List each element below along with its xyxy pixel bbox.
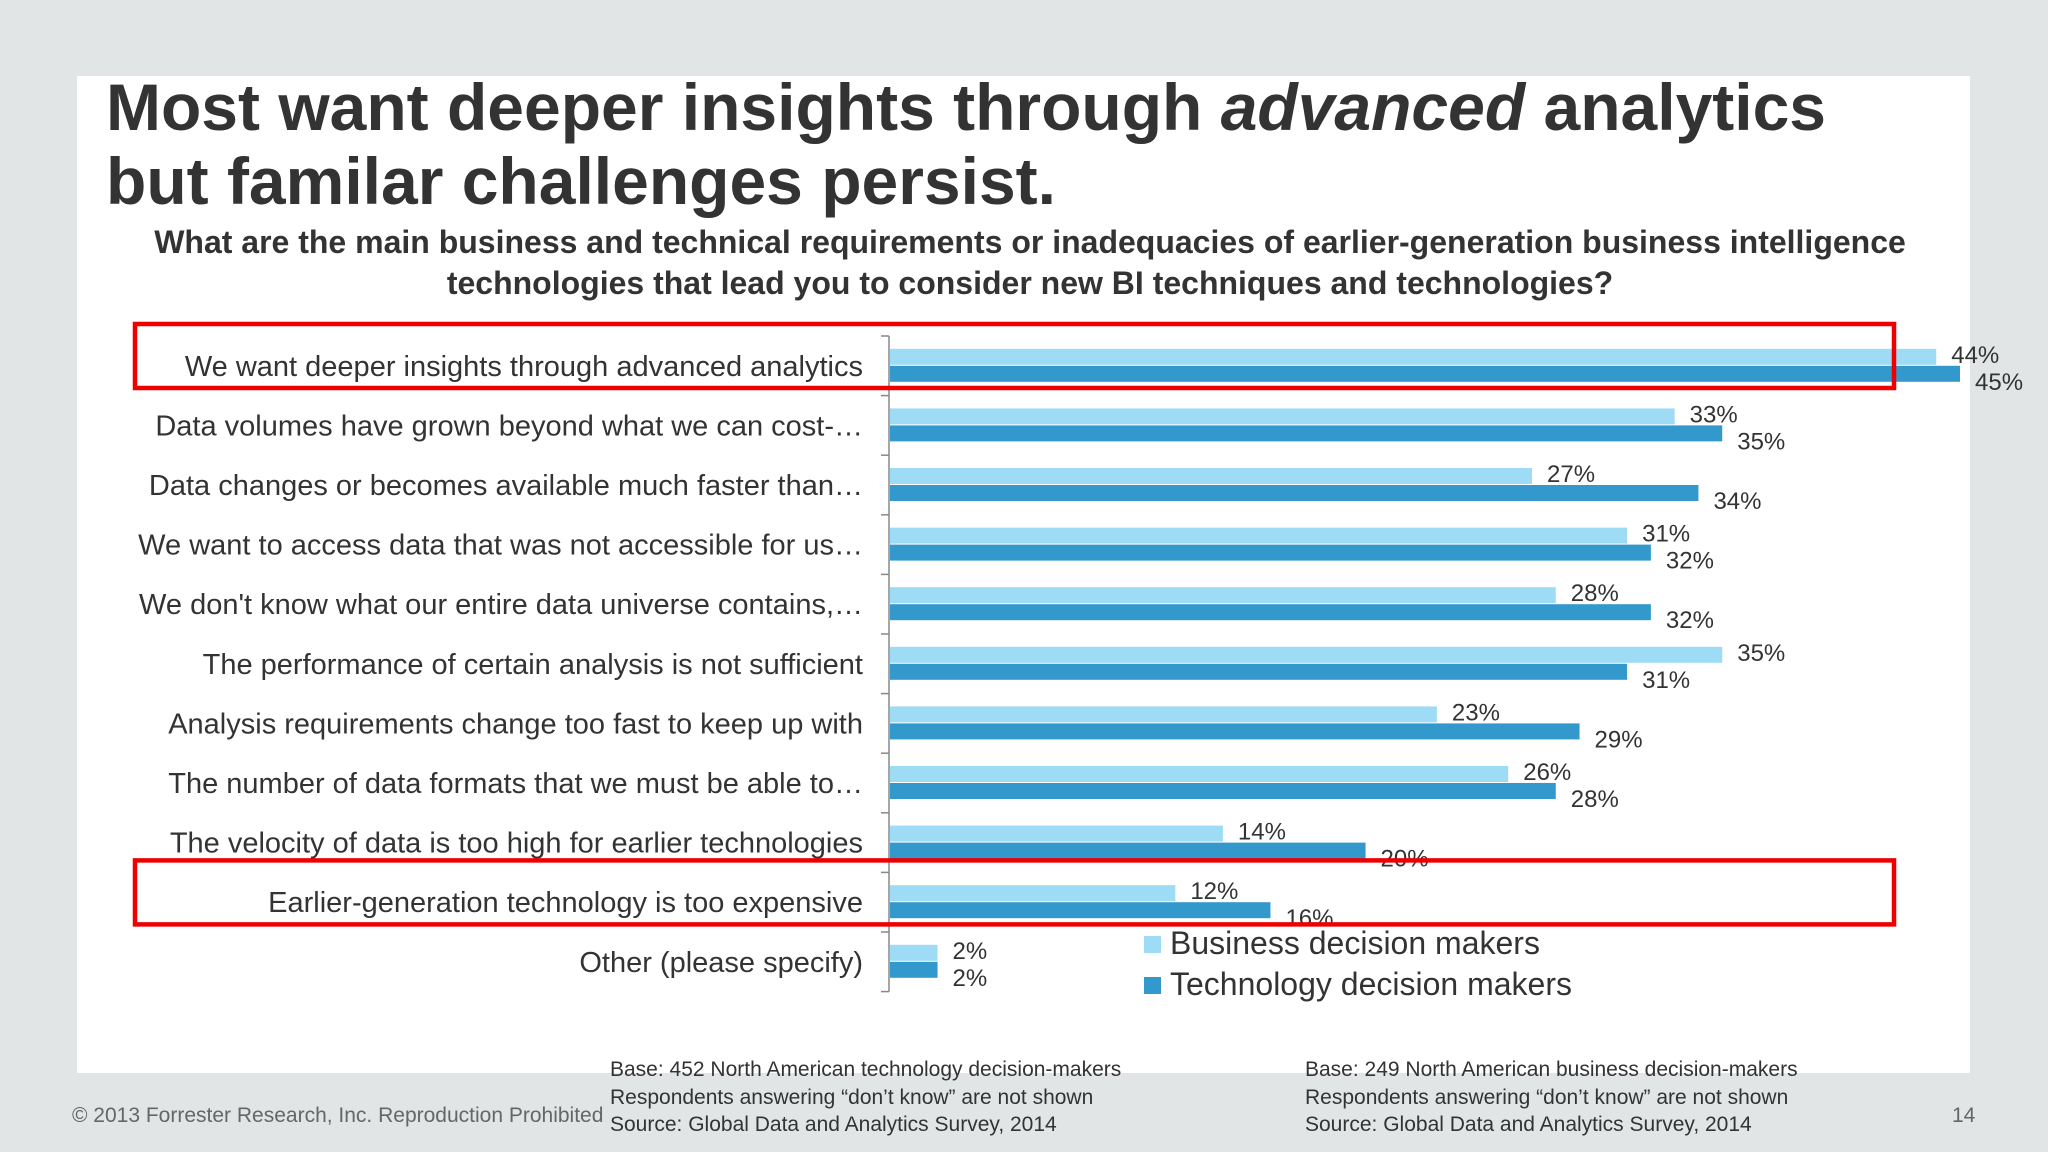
bar-business <box>890 825 1223 842</box>
data-label: 33% <box>1690 401 1738 428</box>
legend-label: Technology decision makers <box>1170 966 1572 1002</box>
copyright: © 2013 Forrester Research, Inc. Reproduc… <box>72 1104 604 1127</box>
bar-business <box>890 646 1723 663</box>
bar-business <box>890 348 1937 365</box>
slide-title: Most want deeper insights through advanc… <box>106 70 1826 218</box>
bar-technology <box>890 723 1580 740</box>
data-label: 35% <box>1737 640 1785 667</box>
title-emphasis: advanced <box>1220 70 1526 144</box>
highlight-box <box>132 321 1897 391</box>
data-label: 34% <box>1713 488 1761 515</box>
category-label: Analysis requirements change too fast to… <box>168 708 863 740</box>
category-label: We want to access data that was not acce… <box>138 530 863 562</box>
bar-technology <box>890 604 1651 621</box>
bar-business <box>890 944 938 961</box>
bar-business <box>890 408 1675 425</box>
legend-label: Business decision makers <box>1170 925 1540 961</box>
bar-business <box>890 468 1532 484</box>
bar-business <box>890 766 1509 782</box>
category-label: Earlier-generation technology is too exp… <box>268 887 863 919</box>
data-label: 32% <box>1666 607 1714 634</box>
data-label: 32% <box>1666 548 1714 575</box>
data-label: 2% <box>953 965 988 992</box>
footnote-line: Source: Global Data and Analytics Survey… <box>610 1113 1057 1136</box>
data-label: 27% <box>1547 461 1595 488</box>
data-label: 31% <box>1642 667 1690 694</box>
footnote-line: Respondents answering “don’t know” are n… <box>610 1085 1094 1109</box>
page-number: 14 <box>1952 1104 1976 1127</box>
data-label: 31% <box>1642 521 1690 548</box>
bar-technology <box>890 485 1699 501</box>
category-label: The number of data formats that we must … <box>168 768 863 800</box>
category-label: Data changes or becomes available much f… <box>149 470 863 502</box>
footnote-line: Base: 249 North American business decisi… <box>1305 1058 1798 1081</box>
data-label: 28% <box>1571 580 1619 607</box>
bar-business <box>890 885 1176 902</box>
title-text: analytics <box>1525 70 1827 144</box>
bar-technology <box>890 842 1366 859</box>
legend-swatch <box>1144 936 1161 953</box>
data-label: 12% <box>1190 878 1238 905</box>
title-text: Most want deeper insights through <box>106 70 1221 144</box>
bar-business <box>890 587 1556 604</box>
legend-swatch <box>1144 977 1161 994</box>
bar-technology <box>890 425 1723 442</box>
title-line2: but familar challenges persist. <box>106 144 1056 218</box>
data-label: 28% <box>1571 786 1619 813</box>
data-label: 14% <box>1238 819 1286 846</box>
data-label: 2% <box>953 938 988 965</box>
category-label: The velocity of data is too high for ear… <box>170 828 863 860</box>
category-label: The performance of certain analysis is n… <box>203 649 863 681</box>
bar-business <box>890 706 1437 723</box>
bar-business <box>890 527 1628 544</box>
data-label: 26% <box>1523 759 1571 786</box>
data-label: 44% <box>1951 342 1999 369</box>
footnote-left: Base: 452 North American technology deci… <box>610 1056 1121 1139</box>
data-label: 29% <box>1595 726 1643 753</box>
highlight-box <box>132 858 1897 927</box>
bar-technology <box>890 365 1960 382</box>
bar-technology <box>890 544 1651 561</box>
chart-question: What are the main business and technical… <box>154 224 1906 301</box>
category-label: We don't know what our entire data unive… <box>139 589 863 621</box>
footnote-right: Base: 249 North American business decisi… <box>1305 1056 1798 1139</box>
bar-technology <box>890 902 1271 919</box>
footnote-line: Respondents answering “don’t know” are n… <box>1305 1085 1789 1109</box>
footnote-line: Base: 452 North American technology deci… <box>610 1058 1122 1081</box>
data-label: 35% <box>1737 428 1785 455</box>
footnote-line: Source: Global Data and Analytics Survey… <box>1305 1113 1752 1136</box>
category-label: We want deeper insights through advanced… <box>185 351 863 383</box>
bar-technology <box>890 783 1556 799</box>
bar-technology <box>890 961 938 978</box>
category-label: Other (please specify) <box>579 947 863 979</box>
data-label: 16% <box>1285 905 1333 932</box>
data-label: 23% <box>1452 699 1500 726</box>
data-label: 45% <box>1975 369 2023 396</box>
category-label: Data volumes have grown beyond what we c… <box>155 410 863 442</box>
bar-technology <box>890 663 1628 680</box>
